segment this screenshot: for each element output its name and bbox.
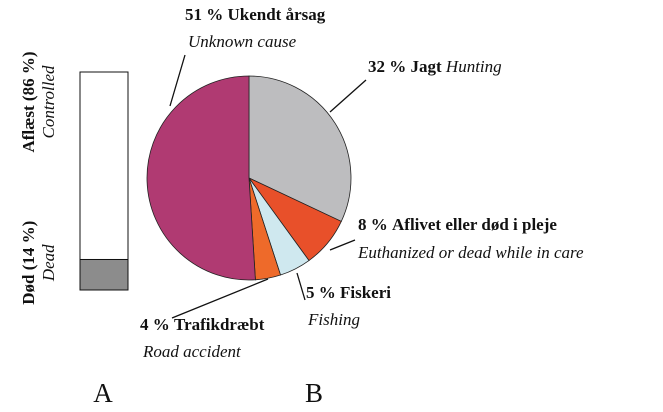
bar-segment (79, 258, 129, 291)
slice-subtitle: Fishing (307, 310, 360, 329)
leader-line (329, 79, 367, 113)
category-name: Jagt (411, 57, 443, 76)
slice-subtitle: Unknown cause (188, 32, 297, 51)
category-name: Aflæst (19, 105, 38, 153)
bar-label: Død (14 %) (19, 221, 38, 305)
category-name: Død (19, 274, 38, 305)
category-name: Aflivet eller død i pleje (392, 215, 557, 234)
slice-label: 51 % Ukendt årsag (185, 5, 326, 24)
slice-label: 5 % Fiskeri (306, 283, 391, 302)
value-label: 32 % (368, 57, 406, 76)
pie-slice (248, 75, 352, 222)
value-label: 51 % (185, 5, 223, 24)
leader-line (171, 278, 269, 319)
bar-segment (79, 71, 129, 260)
value-label: 8 % (358, 215, 388, 234)
category-name: Ukendt årsag (228, 5, 326, 24)
panel-label: A (93, 378, 113, 408)
bar-label: Aflæst (86 %) (19, 51, 38, 152)
slice-label: 8 % Aflivet eller død i pleje (358, 215, 557, 234)
slice-label: 32 % Jagt Hunting (368, 57, 502, 76)
leader-line (169, 54, 186, 107)
category-name: Fiskeri (340, 283, 391, 302)
panel-label: B (305, 378, 323, 408)
value-label: (86 %) (19, 51, 38, 101)
pie-slice (146, 75, 256, 281)
slice-subtitle: Hunting (445, 57, 502, 76)
bar-subtitle: Dead (39, 244, 58, 282)
value-label: 4 % (140, 315, 170, 334)
slice-subtitle: Euthanized or dead while in care (357, 243, 584, 262)
leader-line (329, 239, 356, 251)
slice-subtitle: Road accident (142, 342, 242, 361)
value-label: (14 %) (19, 221, 38, 271)
leader-line (296, 272, 306, 301)
slice-label: 4 % Trafikdræbt (140, 315, 265, 334)
bar-subtitle: Controlled (39, 65, 58, 139)
value-label: 5 % (306, 283, 336, 302)
category-name: Trafikdræbt (174, 315, 265, 334)
